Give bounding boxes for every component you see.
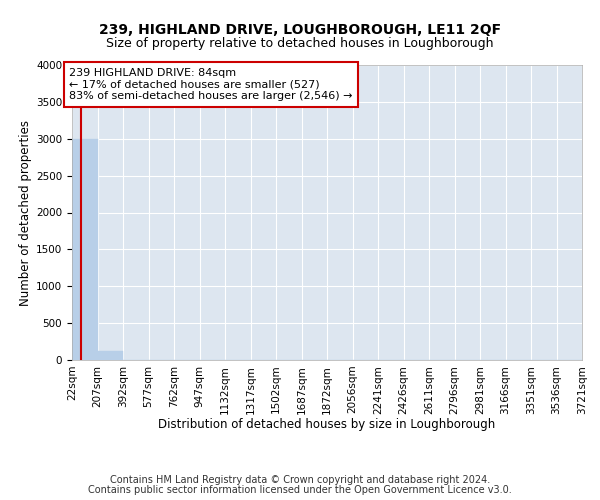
Text: 239, HIGHLAND DRIVE, LOUGHBOROUGH, LE11 2QF: 239, HIGHLAND DRIVE, LOUGHBOROUGH, LE11 … xyxy=(99,22,501,36)
Text: Contains HM Land Registry data © Crown copyright and database right 2024.: Contains HM Land Registry data © Crown c… xyxy=(110,475,490,485)
X-axis label: Distribution of detached houses by size in Loughborough: Distribution of detached houses by size … xyxy=(158,418,496,431)
Text: Contains public sector information licensed under the Open Government Licence v3: Contains public sector information licen… xyxy=(88,485,512,495)
Y-axis label: Number of detached properties: Number of detached properties xyxy=(19,120,32,306)
Bar xyxy=(97,351,123,360)
Text: 239 HIGHLAND DRIVE: 84sqm
← 17% of detached houses are smaller (527)
83% of semi: 239 HIGHLAND DRIVE: 84sqm ← 17% of detac… xyxy=(69,68,353,101)
Bar xyxy=(72,138,97,360)
Text: Size of property relative to detached houses in Loughborough: Size of property relative to detached ho… xyxy=(106,38,494,51)
